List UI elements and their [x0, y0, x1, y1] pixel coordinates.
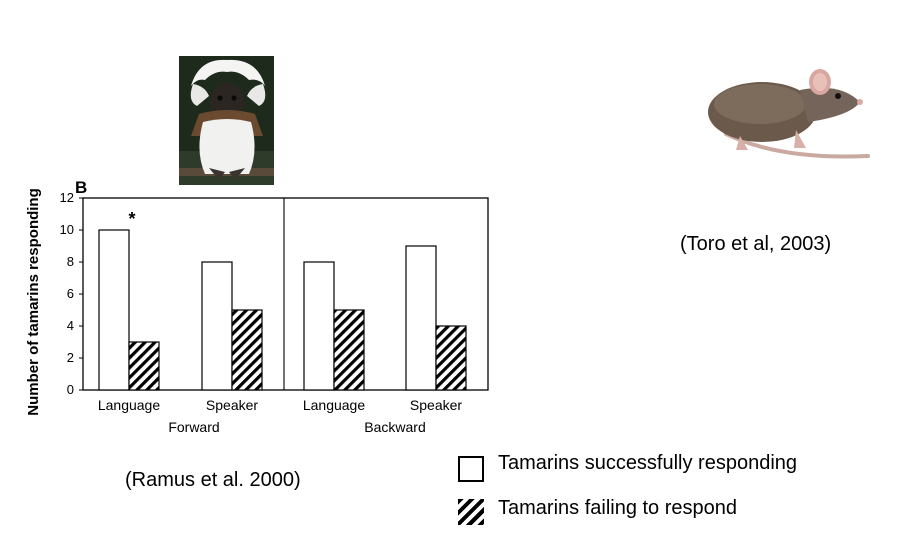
group-label: Backward: [364, 419, 425, 435]
y-tick-label: 8: [67, 254, 74, 269]
category-label: Language: [98, 397, 161, 413]
y-tick-label: 2: [67, 350, 74, 365]
y-tick-label: 12: [60, 190, 74, 205]
bar-fail-0: [128, 341, 160, 391]
legend-label-success: Tamarins successfully responding: [498, 451, 798, 474]
significance-asterisk: *: [128, 209, 135, 229]
category-label: Speaker: [410, 397, 462, 413]
legend-swatch-hatched: [458, 499, 484, 525]
y-axis-label: Number of tamarins responding: [25, 188, 42, 416]
legend-swatch-white: [458, 456, 484, 482]
caption-ramus: (Ramus et al. 2000): [125, 469, 301, 491]
legend-label-fail: Tamarins failing to respond: [498, 496, 738, 519]
tamarin-photo: [179, 56, 274, 185]
y-tick-label: 4: [67, 318, 74, 333]
bar-success-3: [405, 245, 437, 391]
bar-fail-3: [435, 325, 467, 391]
y-tick-label: 0: [67, 382, 74, 397]
legend-item-success: Tamarins successfully responding: [458, 452, 797, 482]
bar-fail-1: [231, 309, 263, 391]
group-label: Forward: [168, 419, 219, 435]
panel-label: B: [75, 178, 87, 197]
bar-success-2: [303, 261, 335, 391]
legend-item-fail: Tamarins failing to respond: [458, 496, 738, 525]
bar-success-0: [98, 229, 130, 391]
rat-photo: [700, 60, 872, 162]
y-tick-label: 10: [60, 222, 74, 237]
category-label: Speaker: [206, 397, 258, 413]
category-label: Language: [303, 397, 366, 413]
bar-fail-2: [333, 309, 365, 391]
bar-success-1: [201, 261, 233, 391]
caption-toro: (Toro et al, 2003): [680, 233, 832, 255]
y-tick-label: 6: [67, 286, 74, 301]
